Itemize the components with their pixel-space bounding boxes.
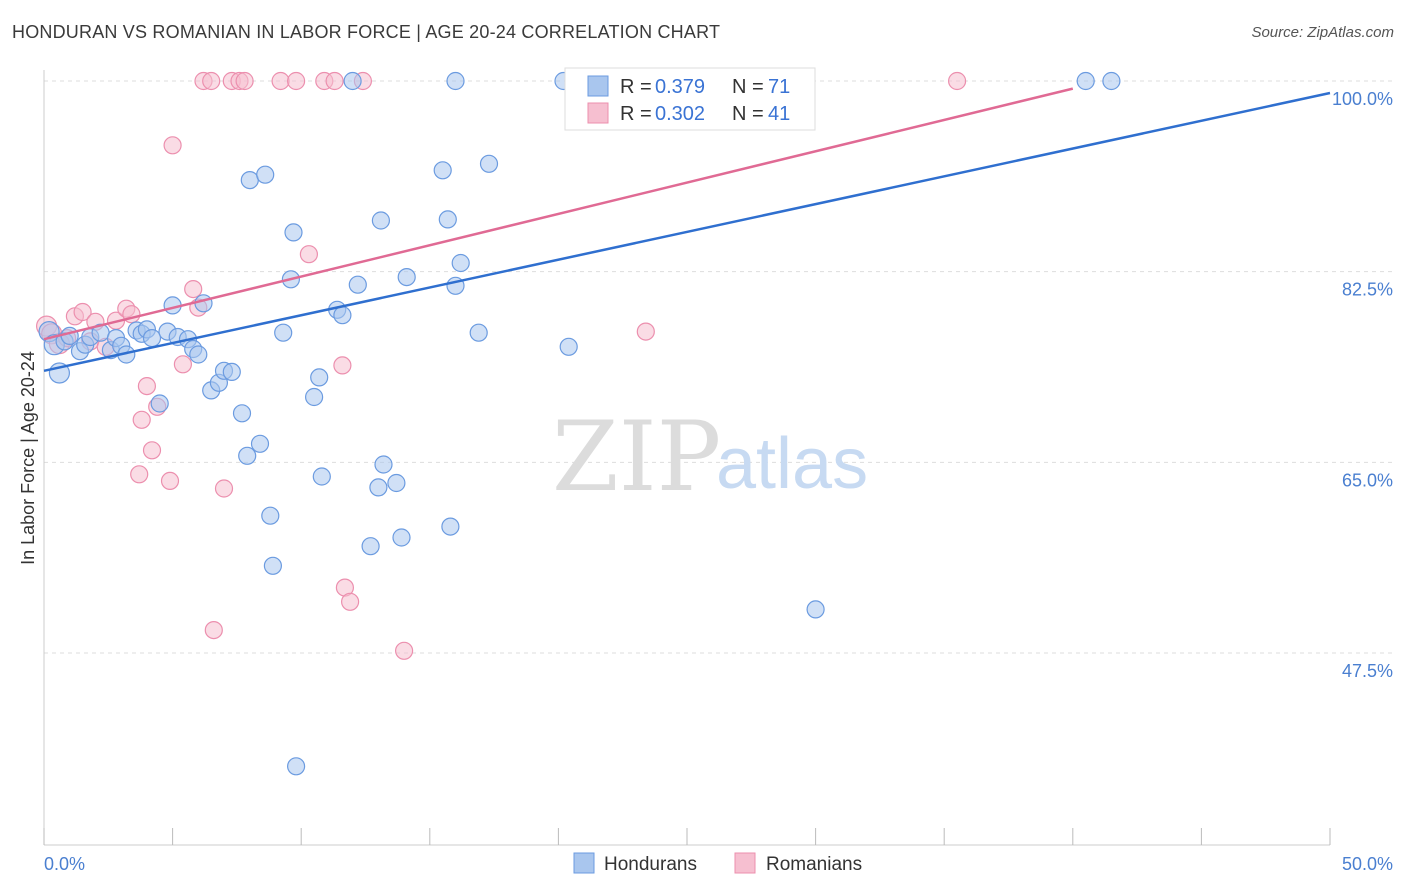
top-legend: R = 0.379 N = 71 R = 0.302 N = 41 xyxy=(564,67,816,131)
romanians-point xyxy=(299,245,318,264)
romanians-point xyxy=(325,71,344,91)
hondurans-point xyxy=(387,473,406,493)
romanians-point xyxy=(204,620,223,640)
romanians-point xyxy=(163,136,182,155)
hondurans-point xyxy=(343,71,362,91)
x-tick-label: 0.0% xyxy=(44,854,85,874)
watermark-zip: ZIP xyxy=(552,401,721,513)
romanians-trendline xyxy=(43,87,1074,341)
legend-swatch-hondurans xyxy=(587,75,609,97)
watermark-atlas: atlas xyxy=(716,424,868,504)
hondurans-point xyxy=(433,161,452,180)
romanians-point xyxy=(173,355,192,374)
legend-hondurans-r-label: R = xyxy=(620,76,652,98)
hondurans-point xyxy=(361,537,380,556)
hondurans-point xyxy=(60,326,79,345)
romanians-point xyxy=(130,465,149,484)
legend-romanians-n-label: N = xyxy=(732,103,764,125)
hondurans-point xyxy=(256,165,275,184)
hondurans-point xyxy=(150,394,169,413)
romanians-point xyxy=(214,479,234,498)
hondurans-point xyxy=(142,329,162,348)
hondurans-point xyxy=(284,223,303,242)
bottom-legend-swatch-hondurans[interactable] xyxy=(573,852,595,874)
hondurans-point xyxy=(806,600,825,619)
romanians-point xyxy=(287,71,306,91)
y-axis-title: In Labor Force | Age 20-24 xyxy=(18,351,38,565)
hondurans-point xyxy=(194,294,213,313)
legend-hondurans-n-label: N = xyxy=(732,76,764,98)
hondurans-point xyxy=(310,368,329,387)
y-tick-labels: 47.5% 65.0% 82.5% 100.0% xyxy=(1332,89,1393,681)
romanians-point xyxy=(184,280,203,299)
hondurans-point xyxy=(559,337,578,356)
hondurans-point xyxy=(438,210,457,229)
hondurans-point xyxy=(374,455,393,474)
hondurans-point xyxy=(1076,71,1095,91)
hondurans-point xyxy=(274,323,293,342)
chart-title: HONDURAN VS ROMANIAN IN LABOR FORCE | AG… xyxy=(12,22,721,42)
hondurans-point xyxy=(189,345,208,364)
hondurans-point xyxy=(312,467,331,486)
romanians-point xyxy=(73,302,92,322)
hondurans-point xyxy=(369,478,388,497)
hondurans-trendline xyxy=(43,91,1331,373)
hondurans-point xyxy=(250,434,270,453)
bottom-legend-swatch-romanians[interactable] xyxy=(734,852,756,874)
romanians-point xyxy=(137,377,156,396)
x-tick-label: 50.0% xyxy=(1342,854,1393,874)
hondurans-point xyxy=(469,323,488,342)
romanians-point xyxy=(947,71,967,91)
legend-hondurans-r-value: 0.379 xyxy=(655,76,705,98)
hondurans-point xyxy=(261,506,280,525)
hondurans-point xyxy=(392,528,411,547)
x-ticks: 0.0% 50.0% xyxy=(43,828,1393,874)
hondurans-point xyxy=(441,517,460,536)
hondurans-point xyxy=(263,556,282,575)
romanians-point xyxy=(142,441,162,460)
romanians-point xyxy=(395,641,414,660)
hondurans-point xyxy=(1102,71,1121,91)
y-tick-label: 82.5% xyxy=(1342,280,1393,300)
hondurans-point xyxy=(222,362,241,381)
bottom-legend-romanians-label[interactable]: Romanians xyxy=(766,854,862,875)
legend-hondurans-n-value: 71 xyxy=(768,76,790,98)
hondurans-point xyxy=(451,253,470,273)
romanians-point xyxy=(333,356,352,375)
hondurans-point xyxy=(287,757,306,776)
hondurans-point xyxy=(479,154,499,173)
legend-romanians-n-value: 41 xyxy=(768,103,790,125)
romanians-point xyxy=(341,592,360,611)
hondurans-point xyxy=(333,306,352,325)
hondurans-point xyxy=(232,404,252,423)
romanians-point xyxy=(235,71,254,91)
trendlines xyxy=(43,87,1331,373)
y-tick-label: 100.0% xyxy=(1332,89,1393,109)
y-tick-label: 65.0% xyxy=(1342,470,1393,490)
hondurans-point xyxy=(348,275,367,294)
romanians-point xyxy=(271,71,290,91)
watermark: ZIP atlas xyxy=(552,401,868,513)
romanians-point xyxy=(202,71,221,91)
bottom-legend-hondurans-label[interactable]: Hondurans xyxy=(604,854,697,875)
hondurans-point xyxy=(238,446,257,465)
legend-swatch-romanians xyxy=(587,102,609,124)
romanians-point xyxy=(636,322,655,341)
gridlines xyxy=(44,80,1395,654)
hondurans-point xyxy=(446,71,465,91)
hondurans-point xyxy=(371,211,390,230)
romanians-points xyxy=(35,71,967,660)
legend-romanians-r-value: 0.302 xyxy=(655,103,705,125)
bottom-legend: Hondurans Romanians xyxy=(573,852,862,875)
hondurans-point xyxy=(397,268,416,287)
chart-source: Source: ZipAtlas.com xyxy=(1251,24,1394,41)
hondurans-point xyxy=(240,171,259,190)
romanians-point xyxy=(132,410,151,429)
y-tick-label: 47.5% xyxy=(1342,661,1393,681)
romanians-point xyxy=(160,471,180,490)
hondurans-point xyxy=(305,387,324,407)
legend-romanians-r-label: R = xyxy=(620,103,652,125)
